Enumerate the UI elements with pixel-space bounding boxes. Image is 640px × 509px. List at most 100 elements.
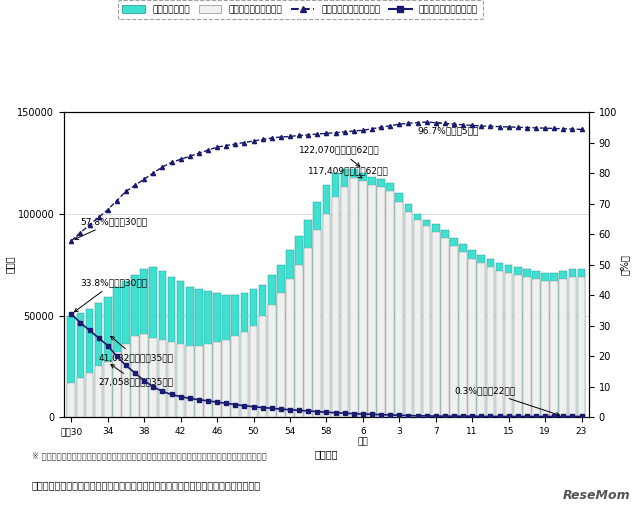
Bar — [377, 187, 385, 417]
Bar — [505, 265, 513, 417]
Bar — [95, 366, 102, 417]
Bar — [477, 254, 485, 417]
Bar — [204, 291, 212, 417]
Bar — [532, 271, 540, 417]
Bar — [232, 336, 239, 417]
Bar — [250, 289, 257, 417]
Bar — [241, 332, 248, 417]
Bar — [340, 187, 349, 417]
Bar — [459, 244, 467, 417]
Bar — [286, 250, 294, 417]
Bar — [559, 271, 567, 417]
Bar — [523, 277, 531, 417]
Bar — [423, 226, 431, 417]
Bar — [122, 281, 130, 417]
Line: 就職希望率（就職のみ）: 就職希望率（就職のみ） — [69, 312, 584, 418]
高等学校等進学学希望率 — [578, 126, 586, 132]
Bar — [477, 263, 485, 417]
Bar — [359, 181, 367, 417]
Bar — [396, 193, 403, 417]
Bar — [177, 281, 184, 417]
Bar — [159, 271, 166, 417]
Bar — [377, 179, 385, 417]
Bar — [450, 238, 458, 417]
Bar — [67, 383, 75, 417]
Bar — [323, 214, 330, 417]
Bar — [250, 326, 257, 417]
Text: 33.8%（昭和30年）: 33.8%（昭和30年） — [74, 278, 148, 312]
就職希望率（就職のみ） — [413, 413, 421, 419]
Bar — [550, 273, 558, 417]
Bar — [387, 183, 394, 417]
Bar — [259, 285, 266, 417]
Bar — [495, 271, 504, 417]
就職希望率（就職のみ） — [286, 407, 294, 413]
Bar — [86, 373, 93, 417]
就職希望率（就職のみ） — [423, 413, 431, 419]
Bar — [213, 293, 221, 417]
Bar — [277, 265, 285, 417]
就職希望率（就職のみ） — [477, 413, 485, 419]
Bar — [95, 303, 102, 417]
Bar — [432, 232, 440, 417]
高等学校等進学学希望率 — [423, 119, 431, 125]
Bar — [495, 263, 504, 417]
Bar — [213, 342, 221, 417]
Bar — [222, 340, 230, 417]
Bar — [77, 313, 84, 417]
Bar — [122, 344, 130, 417]
Bar — [277, 293, 285, 417]
Bar — [486, 259, 494, 417]
Bar — [350, 178, 358, 417]
Bar — [523, 269, 531, 417]
Legend: 卒業予定者総数, 高等学校等進学希望者, 高等学校等進学学希望率, 就職希望率（就職のみ）: 卒業予定者総数, 高等学校等進学希望者, 高等学校等進学学希望率, 就職希望率（… — [118, 1, 483, 19]
Text: 0.3%（平成22年）: 0.3%（平成22年） — [454, 386, 559, 416]
Bar — [468, 259, 476, 417]
Bar — [286, 279, 294, 417]
Bar — [578, 269, 586, 417]
就職希望率（就職のみ） — [95, 335, 102, 341]
Bar — [541, 281, 549, 417]
Bar — [113, 352, 121, 417]
Bar — [468, 250, 476, 417]
Bar — [168, 342, 175, 417]
Bar — [295, 265, 303, 417]
Bar — [268, 275, 276, 417]
Bar — [77, 378, 84, 417]
Bar — [541, 273, 549, 417]
Bar — [314, 230, 321, 417]
Bar — [332, 173, 339, 417]
Bar — [459, 252, 467, 417]
Bar — [113, 287, 121, 417]
Y-axis label: （%）: （%） — [620, 254, 630, 275]
Bar — [104, 297, 111, 417]
Text: 117,409人（昭和62年）: 117,409人（昭和62年） — [308, 166, 389, 178]
高等学校等進学学希望率 — [86, 222, 93, 228]
高等学校等進学学希望率 — [413, 120, 421, 126]
就職希望率（就職のみ） — [86, 327, 93, 333]
Line: 高等学校等進学学希望率: 高等学校等進学学希望率 — [69, 120, 584, 243]
Bar — [396, 202, 403, 417]
X-axis label: （年度）: （年度） — [315, 449, 338, 459]
高等学校等進学学希望率 — [204, 147, 212, 153]
Bar — [441, 238, 449, 417]
Bar — [186, 346, 194, 417]
Bar — [177, 344, 184, 417]
Bar — [149, 267, 157, 417]
Bar — [486, 267, 494, 417]
Bar — [568, 277, 576, 417]
Bar — [413, 214, 421, 417]
Bar — [368, 185, 376, 417]
Bar — [195, 289, 203, 417]
就職希望率（就職のみ） — [578, 413, 586, 419]
Bar — [241, 293, 248, 417]
Bar — [413, 220, 421, 417]
Bar — [532, 279, 540, 417]
Bar — [149, 338, 157, 417]
Y-axis label: （人）: （人） — [4, 256, 15, 273]
高等学校等進学学希望率 — [432, 120, 440, 126]
Bar — [559, 279, 567, 417]
Text: 図１　卒業予定者及び高等学校等進学希望者数並びに進学希望率及び就職希望率の推移: 図１ 卒業予定者及び高等学校等進学希望者数並びに進学希望率及び就職希望率の推移 — [32, 480, 261, 491]
Bar — [568, 269, 576, 417]
Bar — [387, 191, 394, 417]
